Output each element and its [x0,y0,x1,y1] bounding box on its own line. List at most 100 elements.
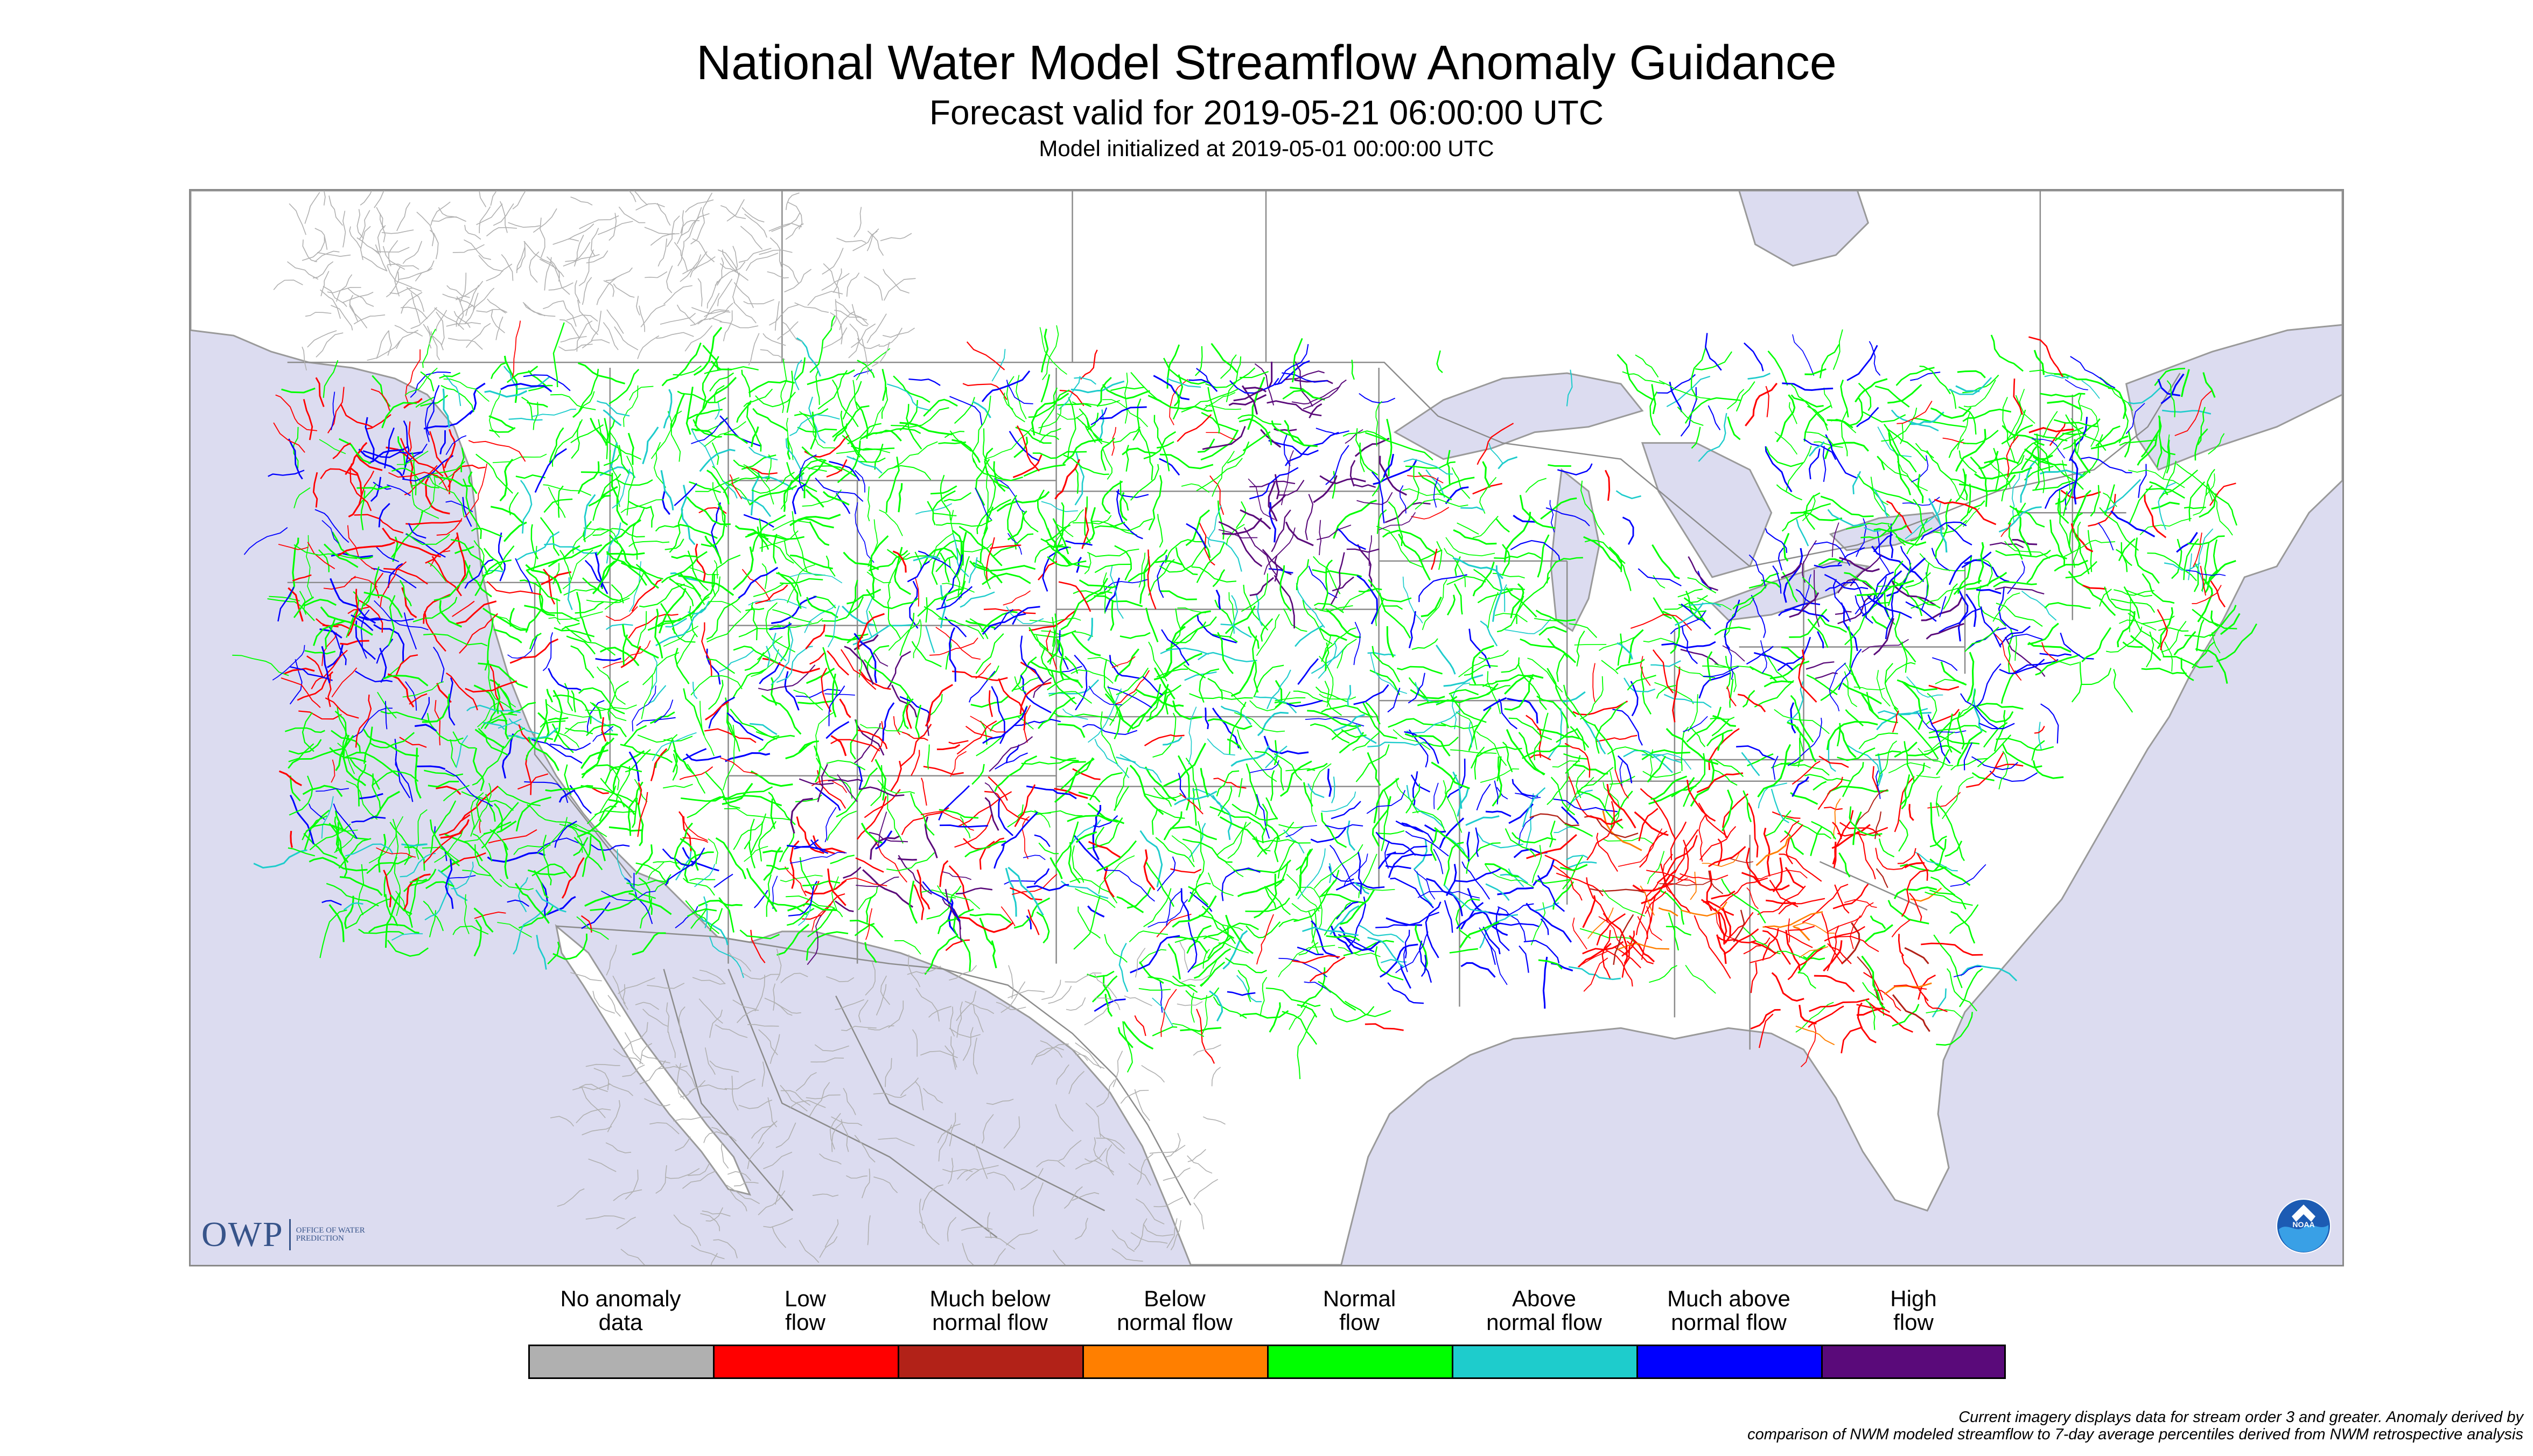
stream-segment [582,577,621,602]
stream-segment [1256,614,1280,656]
stream-segment [859,724,911,736]
stream-segment [1109,518,1153,531]
stream-segment-no-data [726,199,745,222]
stream-segment [498,532,506,582]
stream-segment [1236,501,1246,528]
stream-segment [1723,597,1755,638]
stream-segment [290,830,293,848]
stream-segment [2124,430,2131,458]
stream-segment [1298,942,1319,956]
legend-swatch [713,1345,898,1379]
stream-segment [483,821,512,835]
stream-segment [1268,361,1273,389]
stream-segment [1104,993,1113,1017]
stream-segment [1310,763,1332,823]
stream-segment [466,704,521,713]
stream-segment [880,783,904,844]
owp-logo: OWP OFFICE OF WATER PREDICTION [201,1214,377,1255]
stream-segment [1286,699,1323,708]
stream-segment [1950,388,1957,409]
stream-segment [1199,961,1226,986]
stream-segment [439,814,471,836]
stream-segment [2140,416,2161,458]
stream-segment [548,611,603,620]
stream-segment [1283,433,1291,466]
stream-segment [921,890,981,909]
stream-segment [1094,738,1130,779]
stream-segment [1787,918,1790,943]
stream-segment-no-data [806,1094,841,1100]
stream-segment [1466,842,1501,874]
stream-segment [1646,906,1662,941]
stream-segment [546,689,554,703]
stream-segment [1156,913,1192,937]
stream-segment [1375,599,1384,626]
stream-segment [550,394,596,410]
stream-segment [443,785,470,802]
stream-segment-no-data [644,1098,670,1107]
stream-segment [784,866,807,897]
stream-segment [1703,666,1739,677]
stream-segment [384,892,401,948]
stream-segment [564,764,572,795]
stream-segment [1872,766,1880,793]
stream-segment [2017,439,2041,465]
stream-segment [654,608,663,659]
stream-segment [2192,585,2222,604]
stream-segment [2174,389,2213,436]
stream-segment-no-data [956,1002,963,1038]
stream-segment [678,811,692,851]
stream-segment [403,873,431,911]
stream-segment [394,739,411,799]
stream-segment [329,747,367,762]
stream-segment [1662,611,1681,654]
stream-segment [2033,442,2051,473]
stream-segment [1337,639,1357,669]
stream-segment [681,795,725,802]
stream-segment [1807,618,1829,648]
stream-segment [1189,693,1253,700]
stream-segment [1109,691,1137,726]
stream-segment [1245,921,1281,939]
stream-segment-no-data [865,962,876,996]
stream-segment [1837,547,1865,565]
stream-segment [715,402,720,420]
stream-segment [1876,670,1891,707]
stream-segment [423,410,473,430]
stream-segment [332,531,373,559]
legend-label: High flow [1890,1286,1937,1335]
stream-segment [1056,412,1084,420]
stream-segment [1036,911,1050,944]
stream-segment [1436,683,1499,706]
stream-segment [1007,866,1044,916]
stream-segment [1913,417,1966,428]
stream-segment [1603,837,1655,845]
stream-segment [1188,823,1206,858]
stream-segment [575,601,604,614]
stream-segment [1792,334,1815,376]
stream-segment [1329,905,1360,935]
stream-segment [277,586,295,622]
stream-segment-no-data [944,1045,957,1068]
stream-segment [1455,867,1502,883]
stream-segment [1087,688,1122,743]
stream-segment [439,600,463,628]
stream-segment-no-data [487,298,508,313]
stream-segment [1837,726,1857,758]
stream-segment [324,543,359,568]
stream-segment [1855,576,1887,615]
stream-segment [713,560,718,579]
stream-segment-no-data [691,1245,725,1259]
stream-segment [1170,826,1217,841]
stream-segment [375,545,400,563]
stream-segment [1878,458,1921,492]
stream-segment [1412,771,1418,806]
stream-segment-no-data [880,975,891,1005]
stream-segment [704,535,722,564]
stream-segment [1034,544,1063,563]
stream-segment [1160,989,1177,1037]
stream-segment [758,734,795,752]
stream-segment-no-data [751,1122,775,1139]
stream-segment [826,760,866,771]
stream-segment [1552,865,1583,901]
